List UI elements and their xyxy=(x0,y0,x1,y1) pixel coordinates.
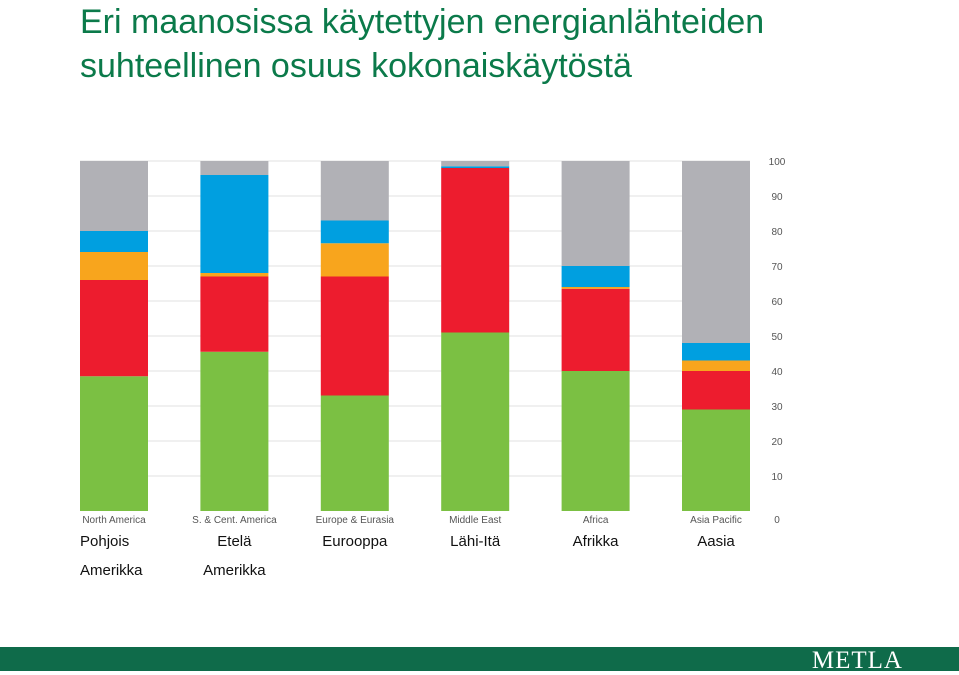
page-title: Eri maanosissa käytettyjen energianlähte… xyxy=(80,0,764,88)
bar-segment xyxy=(441,168,510,333)
bar-segment xyxy=(561,161,630,266)
y-tick-label: 10 xyxy=(771,472,783,483)
y-tick-label: 50 xyxy=(771,332,783,343)
bar-segment xyxy=(441,332,510,511)
region-label-fi: Aasia xyxy=(697,533,735,550)
footer-bar: METLA xyxy=(0,647,959,674)
bar-segment xyxy=(80,376,148,511)
bar-segment xyxy=(200,175,269,273)
x-tick-label: North America xyxy=(82,515,146,526)
x-tick-label: Asia Pacific xyxy=(690,515,742,526)
title-line-1: Eri maanosissa käytettyjen energianlähte… xyxy=(80,3,765,41)
region-label-fi: Amerikka xyxy=(203,562,266,579)
bar-segment xyxy=(80,252,148,280)
bar-segment xyxy=(561,287,630,289)
bar-segment xyxy=(561,371,630,511)
region-label-fi: Lähi-Itä xyxy=(450,533,501,550)
region-label-fi: Pohjois xyxy=(80,533,130,550)
bar-segment xyxy=(200,351,269,511)
region-label-fi: Afrikka xyxy=(572,533,619,550)
x-tick-label: Africa xyxy=(583,515,609,526)
y-tick-label: 70 xyxy=(771,262,783,273)
bar-segment xyxy=(80,231,148,252)
x-tick-label: Middle East xyxy=(449,515,501,526)
bar-segment xyxy=(320,395,389,511)
bar-segment xyxy=(200,276,269,352)
bar-segment xyxy=(682,161,750,343)
x-tick-label: S. & Cent. America xyxy=(192,515,277,526)
y-tick-label: 40 xyxy=(771,367,783,378)
bar-segment xyxy=(441,166,510,168)
y-tick-label: 0 xyxy=(774,515,780,526)
metla-logo: METLA xyxy=(811,647,903,674)
x-tick-label: Europe & Eurasia xyxy=(316,515,395,526)
y-tick-label: 80 xyxy=(771,227,783,238)
bar-segment xyxy=(441,161,510,167)
title-line-2: suhteellinen osuus kokonaiskäytöstä xyxy=(80,47,632,85)
bar-segment xyxy=(320,161,389,221)
bar-segment xyxy=(561,266,630,287)
bar-segment xyxy=(561,288,630,371)
y-tick-label: 20 xyxy=(771,437,783,448)
bar-segment xyxy=(200,161,269,175)
bar-segment xyxy=(682,360,750,371)
y-tick-label: 90 xyxy=(771,192,783,203)
y-tick-label: 60 xyxy=(771,297,783,308)
y-tick-label: 30 xyxy=(771,402,783,413)
region-label-fi: Amerikka xyxy=(80,562,143,579)
stacked-bar-chart: North America S. & Cent. America Europe & … xyxy=(80,157,786,526)
bar-segment xyxy=(682,343,750,361)
region-label-fi: Eurooppa xyxy=(322,533,388,550)
bar-segment xyxy=(320,243,389,277)
region-label-fi: Etelä xyxy=(217,533,252,550)
bar-segment xyxy=(682,371,750,410)
bar-segment xyxy=(320,220,389,244)
bar-segment xyxy=(682,409,750,511)
bar-segment xyxy=(80,280,148,377)
bar-segment xyxy=(200,273,269,277)
bar-segment xyxy=(320,276,389,396)
y-tick-label: 100 xyxy=(769,157,786,168)
bar-segment xyxy=(80,161,148,231)
